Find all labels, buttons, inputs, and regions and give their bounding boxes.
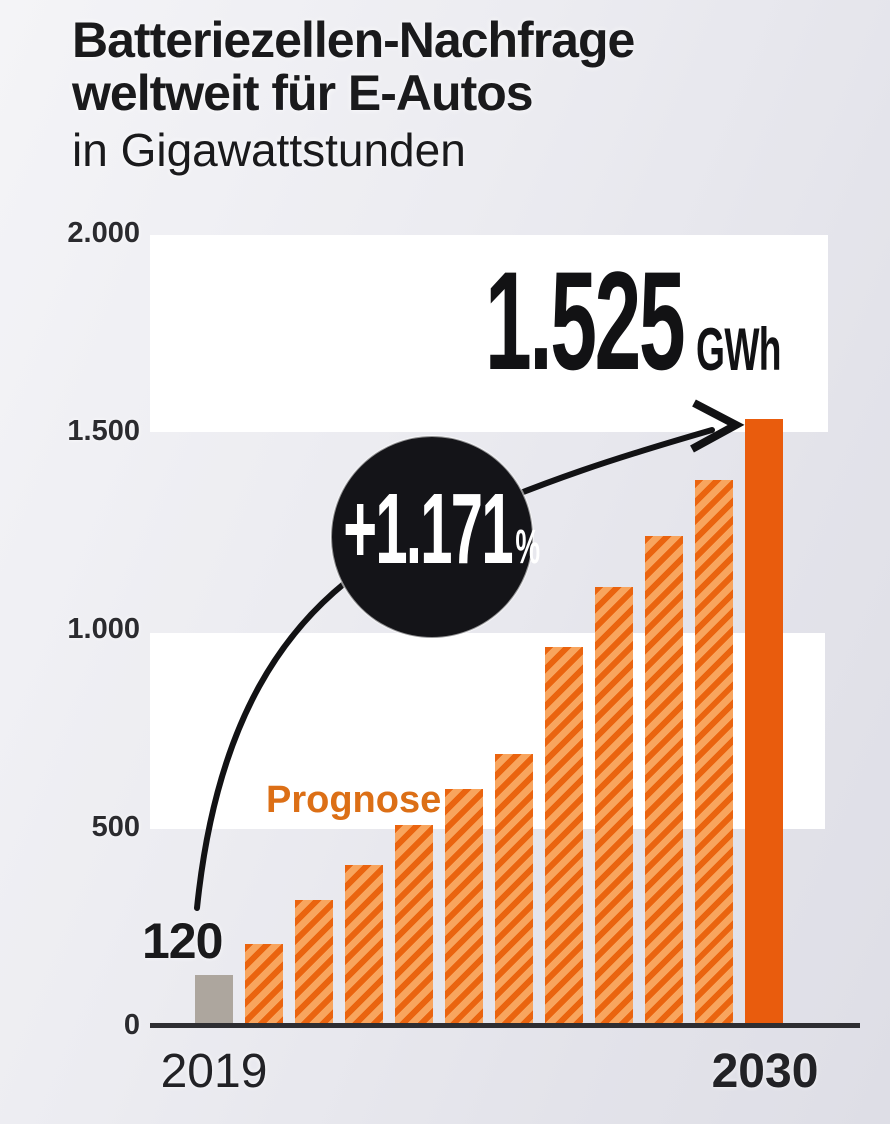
chart-header: Batteriezellen-Nachfrage weltweit für E-… xyxy=(72,12,635,177)
chart-title-line-2: weltweit für E-Autos xyxy=(72,65,534,121)
final-value-unit: GWh xyxy=(696,316,782,383)
bar-2026 xyxy=(545,647,583,1023)
bar-2022 xyxy=(345,865,383,1023)
growth-unit: % xyxy=(515,521,541,574)
x-axis-line xyxy=(150,1023,860,1028)
y-tick-0: 0 xyxy=(123,1009,140,1041)
bar-2027 xyxy=(595,587,633,1023)
bar-2030 xyxy=(745,419,783,1023)
bar-2023 xyxy=(395,825,433,1023)
y-tick-500: 500 xyxy=(91,811,140,843)
growth-value: +1.171 xyxy=(343,473,513,585)
bar-2029 xyxy=(695,480,733,1023)
bar-2020 xyxy=(245,944,283,1023)
final-value-label: 1.525 xyxy=(485,242,686,399)
bar-2021 xyxy=(295,900,333,1023)
bar-2024 xyxy=(445,789,483,1023)
chart-title-line-1: Batteriezellen-Nachfrage xyxy=(72,12,635,68)
chart-unit-subtitle: in Gigawattstunden xyxy=(72,124,466,176)
background-band-upper xyxy=(150,235,828,432)
x-axis-label-first-year: 2019 xyxy=(160,1045,268,1098)
bar-2025 xyxy=(495,754,533,1023)
y-tick-1000: 1.000 xyxy=(67,613,140,645)
forecast-label: Prognose xyxy=(266,779,442,821)
growth-percentage-label: +1.171% xyxy=(272,479,592,579)
y-tick-1500: 1.500 xyxy=(67,415,140,447)
bar-2028 xyxy=(645,536,683,1023)
bar-2019 xyxy=(195,975,233,1023)
y-tick-2000: 2.000 xyxy=(67,217,140,249)
x-axis-label-last-year: 2030 xyxy=(711,1045,819,1098)
start-value-label: 120 xyxy=(142,913,223,969)
